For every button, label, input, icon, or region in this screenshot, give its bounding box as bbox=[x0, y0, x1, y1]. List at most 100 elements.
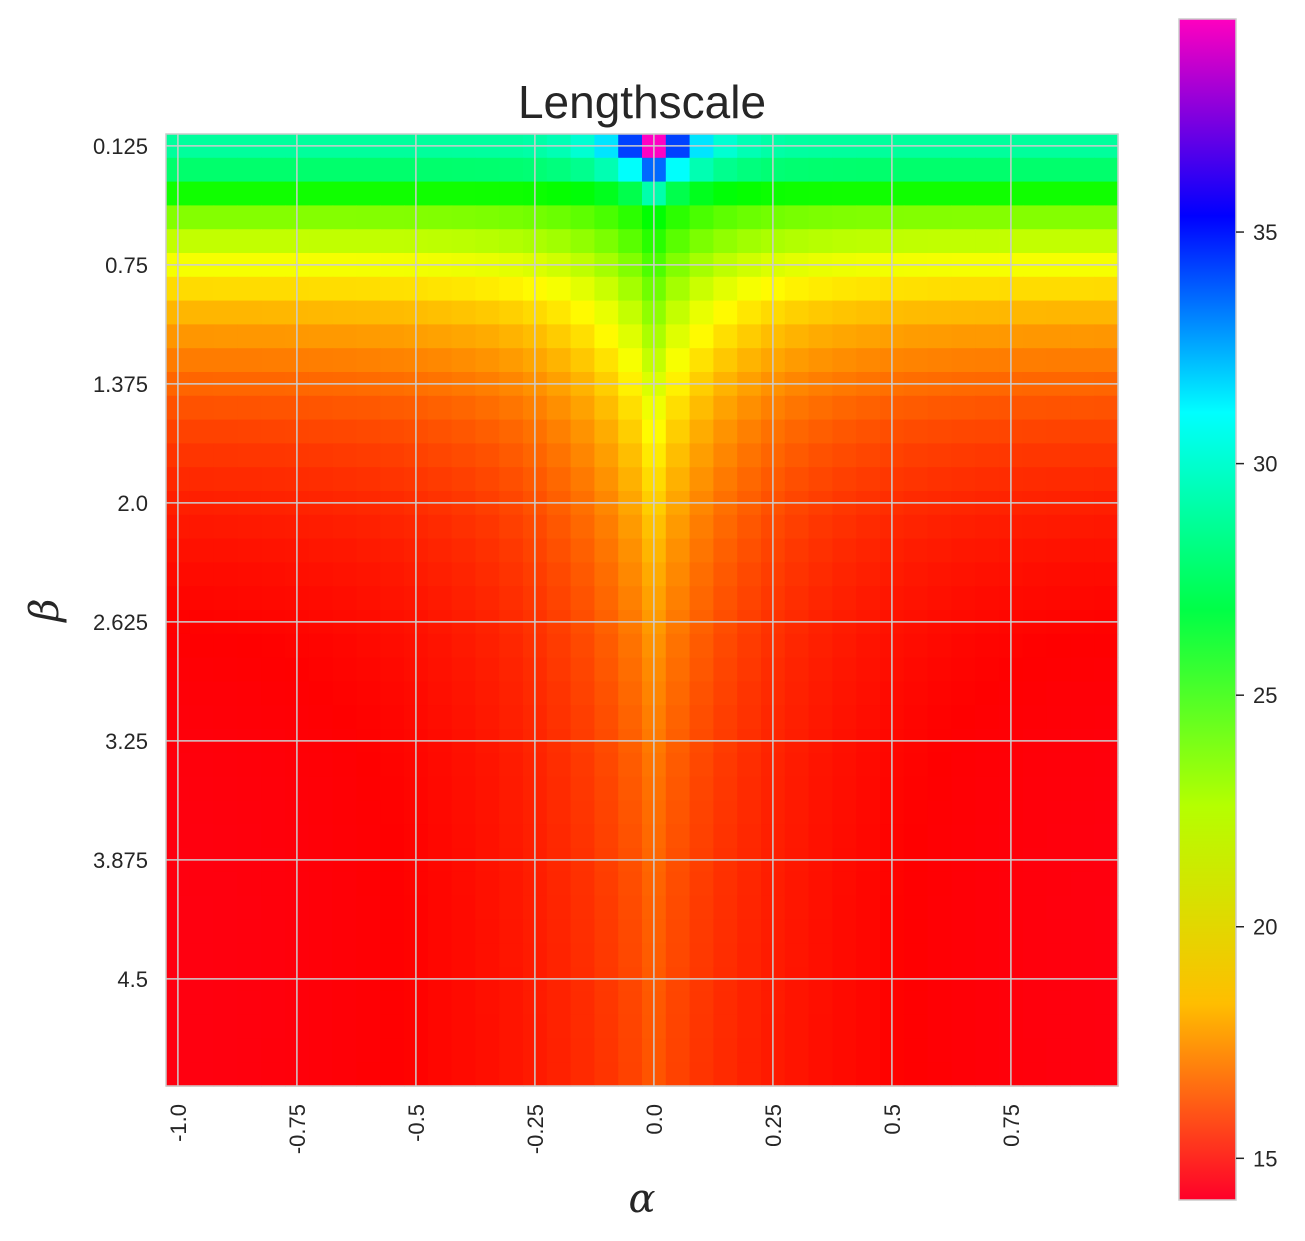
heatmap-cell bbox=[784, 467, 810, 492]
heatmap-cell bbox=[927, 705, 952, 730]
heatmap-cell bbox=[451, 229, 476, 254]
heatmap-cell bbox=[1046, 1038, 1071, 1063]
heatmap-cell bbox=[1046, 586, 1071, 611]
heatmap-cell bbox=[808, 752, 833, 778]
heatmap-cell bbox=[856, 919, 881, 944]
heatmap-cell bbox=[1046, 919, 1071, 944]
heatmap-cell bbox=[475, 705, 500, 730]
heatmap-cell bbox=[856, 443, 881, 468]
heatmap-cell bbox=[261, 443, 286, 468]
heatmap-cell bbox=[1046, 562, 1071, 587]
heatmap-cell bbox=[261, 990, 286, 1016]
heatmap-cell bbox=[213, 895, 238, 920]
heatmap-cell bbox=[332, 538, 357, 563]
heatmap-cell bbox=[927, 681, 952, 706]
heatmap-cell bbox=[356, 871, 381, 897]
heatmap-cell bbox=[332, 895, 357, 920]
chart-title: Lengthscale bbox=[518, 76, 766, 128]
heatmap-cell bbox=[427, 538, 453, 563]
heatmap-cell bbox=[832, 538, 857, 563]
heatmap-cell bbox=[927, 467, 952, 492]
heatmap-cell bbox=[451, 300, 476, 325]
heatmap-cell bbox=[737, 871, 762, 897]
heatmap-cell bbox=[332, 205, 357, 230]
heatmap-cell bbox=[903, 895, 929, 920]
heatmap-cell bbox=[380, 157, 405, 183]
heatmap-cell bbox=[1070, 324, 1095, 349]
heatmap-cell bbox=[975, 443, 1000, 468]
heatmap-cell bbox=[951, 443, 976, 468]
heatmap-cell bbox=[665, 157, 691, 183]
heatmap-cell bbox=[832, 824, 857, 849]
heatmap-cell bbox=[261, 205, 286, 230]
heatmap-cell bbox=[594, 395, 619, 421]
heatmap-cell bbox=[189, 1014, 215, 1039]
heatmap-cell bbox=[618, 800, 643, 825]
heatmap-cell bbox=[737, 990, 762, 1016]
heatmap-cell bbox=[546, 300, 572, 325]
heatmap-cell bbox=[380, 395, 405, 421]
colorbar-tick-labels: 15 20 25 30 35 bbox=[1236, 220, 1277, 1171]
heatmap-cell bbox=[927, 538, 952, 563]
heatmap-cell bbox=[237, 800, 262, 825]
heatmap-cell bbox=[975, 1038, 1000, 1063]
heatmap-cell bbox=[594, 776, 619, 801]
heatmap-cell bbox=[1046, 419, 1071, 444]
heatmap-cell bbox=[356, 657, 381, 682]
heatmap-cell bbox=[903, 205, 929, 230]
heatmap-cell bbox=[903, 586, 929, 611]
heatmap-cell bbox=[951, 276, 976, 302]
heatmap-cell bbox=[618, 871, 643, 897]
heatmap-cell bbox=[665, 181, 691, 206]
heatmap-cell bbox=[594, 752, 619, 778]
heatmap-cell bbox=[975, 871, 1000, 897]
heatmap-cell bbox=[689, 205, 714, 230]
heatmap-cell bbox=[689, 943, 714, 968]
heatmap-cell bbox=[189, 467, 215, 492]
heatmap-cell bbox=[380, 1062, 405, 1087]
heatmap-cell bbox=[570, 657, 595, 682]
heatmap-cell bbox=[380, 919, 405, 944]
heatmap-cell bbox=[546, 776, 572, 801]
heatmap-cell bbox=[665, 514, 691, 540]
heatmap-cell bbox=[665, 871, 691, 897]
heatmap-cell bbox=[951, 419, 976, 444]
heatmap-cell bbox=[213, 824, 238, 849]
heatmap-cell bbox=[784, 752, 810, 778]
heatmap-cell bbox=[832, 514, 857, 540]
heatmap-cell bbox=[1070, 276, 1095, 302]
colorbar-tick-label: 30 bbox=[1253, 452, 1277, 477]
heatmap-cell bbox=[689, 1014, 714, 1039]
heatmap-cell bbox=[856, 1062, 881, 1087]
heatmap-cell bbox=[499, 895, 524, 920]
heatmap-cell bbox=[451, 419, 476, 444]
heatmap-cell bbox=[332, 300, 357, 325]
heatmap-cell bbox=[308, 800, 334, 825]
heatmap-cell bbox=[713, 943, 738, 968]
heatmap-cell bbox=[927, 1014, 952, 1039]
heatmap-cell bbox=[951, 300, 976, 325]
heatmap-cell bbox=[927, 919, 952, 944]
heatmap-cell bbox=[570, 943, 595, 968]
heatmap-cell bbox=[1070, 514, 1095, 540]
heatmap-cell bbox=[689, 538, 714, 563]
heatmap-cell bbox=[451, 943, 476, 968]
heatmap-cell bbox=[1046, 300, 1071, 325]
heatmap-cell bbox=[356, 681, 381, 706]
heatmap-cell bbox=[784, 776, 810, 801]
heatmap-cell bbox=[570, 157, 595, 183]
heatmap-cell bbox=[475, 276, 500, 302]
heatmap-cell bbox=[427, 1062, 453, 1087]
heatmap-cell bbox=[451, 443, 476, 468]
heatmap-cell bbox=[546, 229, 572, 254]
heatmap-cell bbox=[546, 1062, 572, 1087]
heatmap-cell bbox=[665, 681, 691, 706]
heatmap-cell bbox=[808, 419, 833, 444]
heatmap-cell bbox=[213, 776, 238, 801]
heatmap-cell bbox=[332, 467, 357, 492]
heatmap-cells bbox=[166, 134, 1119, 1087]
heatmap-cell bbox=[927, 752, 952, 778]
heatmap-cell bbox=[427, 300, 453, 325]
heatmap-cell bbox=[356, 943, 381, 968]
heatmap-cell bbox=[665, 443, 691, 468]
